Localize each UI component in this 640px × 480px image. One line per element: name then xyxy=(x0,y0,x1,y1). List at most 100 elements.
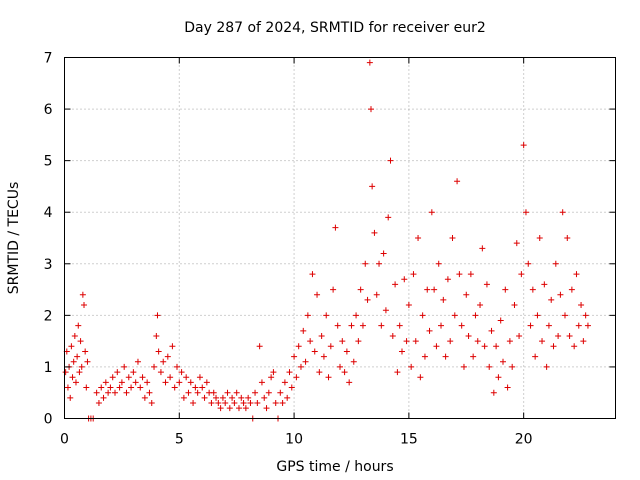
data-point xyxy=(403,338,410,345)
data-point xyxy=(148,400,155,407)
data-point xyxy=(371,229,378,236)
data-point xyxy=(525,260,532,267)
data-point xyxy=(164,353,171,360)
x-tick-label: 15 xyxy=(400,432,418,448)
data-point xyxy=(367,106,374,113)
data-point xyxy=(369,183,376,190)
data-point xyxy=(435,260,442,267)
data-point xyxy=(295,343,302,350)
data-point xyxy=(254,400,261,407)
data-point xyxy=(118,379,125,386)
data-point xyxy=(291,353,298,360)
data-point xyxy=(314,291,321,298)
data-point xyxy=(102,379,109,386)
data-point xyxy=(112,389,119,396)
data-point xyxy=(82,348,89,355)
data-point xyxy=(511,302,518,309)
data-point xyxy=(192,384,199,391)
data-point xyxy=(463,291,470,298)
data-point xyxy=(323,312,330,319)
data-point xyxy=(151,363,158,370)
data-point xyxy=(242,405,249,412)
data-point xyxy=(320,353,327,360)
data-point xyxy=(208,400,215,407)
data-point xyxy=(527,322,534,329)
data-point xyxy=(286,369,293,376)
data-point xyxy=(146,389,153,396)
data-point xyxy=(548,296,555,303)
data-point xyxy=(76,369,83,376)
y-tick-label: 2 xyxy=(44,308,53,324)
data-point xyxy=(81,302,88,309)
data-point xyxy=(573,271,580,278)
y-tick-label: 6 xyxy=(44,102,53,118)
data-point xyxy=(398,348,405,355)
data-point xyxy=(555,332,562,339)
data-point xyxy=(428,209,435,216)
data-point xyxy=(105,389,112,396)
data-point xyxy=(415,235,422,241)
data-point xyxy=(582,312,589,319)
data-point xyxy=(332,224,339,231)
data-point xyxy=(454,178,461,185)
data-point xyxy=(121,363,128,370)
data-point xyxy=(245,394,252,401)
data-point xyxy=(281,379,288,386)
data-point xyxy=(187,379,194,386)
data-point xyxy=(488,327,495,334)
data-point xyxy=(100,394,107,401)
data-point xyxy=(240,400,247,407)
data-point xyxy=(64,384,71,391)
data-point xyxy=(217,405,224,412)
data-point xyxy=(341,369,348,376)
data-point xyxy=(451,312,458,319)
data-point xyxy=(123,389,130,396)
data-point xyxy=(359,322,366,329)
data-point xyxy=(258,379,265,386)
data-point xyxy=(238,394,245,401)
data-point xyxy=(392,281,399,288)
data-point xyxy=(337,363,343,370)
data-point xyxy=(252,389,259,396)
data-point xyxy=(229,394,236,401)
data-point xyxy=(68,343,75,350)
data-point xyxy=(109,374,116,381)
data-point xyxy=(431,286,438,293)
data-point xyxy=(550,343,557,350)
data-point xyxy=(564,235,571,241)
data-point xyxy=(162,379,169,386)
data-point xyxy=(449,235,456,241)
data-point xyxy=(561,312,568,319)
data-point xyxy=(364,296,371,303)
data-point xyxy=(481,343,488,350)
data-point xyxy=(272,400,279,407)
data-point xyxy=(167,374,174,381)
data-point xyxy=(366,59,373,66)
data-point xyxy=(495,374,502,381)
data-point xyxy=(256,343,263,350)
y-tick-label: 5 xyxy=(44,154,53,170)
data-point xyxy=(502,286,509,293)
data-point xyxy=(552,260,559,267)
data-point xyxy=(183,374,190,381)
data-point xyxy=(578,302,585,309)
data-point xyxy=(261,394,268,401)
data-point xyxy=(557,291,564,298)
data-point xyxy=(534,312,541,319)
data-point xyxy=(408,363,415,370)
data-point xyxy=(311,348,318,355)
data-point xyxy=(444,276,451,283)
y-tick-label: 0 xyxy=(44,412,53,428)
data-point xyxy=(382,307,389,314)
data-point xyxy=(334,322,341,329)
data-point xyxy=(203,379,210,386)
data-point xyxy=(532,353,539,360)
data-point xyxy=(270,369,277,376)
data-point xyxy=(339,338,346,345)
data-point xyxy=(470,353,477,360)
data-point xyxy=(154,312,161,319)
data-point xyxy=(477,302,484,309)
data-point xyxy=(70,358,77,365)
x-tick-label: 5 xyxy=(175,432,184,448)
